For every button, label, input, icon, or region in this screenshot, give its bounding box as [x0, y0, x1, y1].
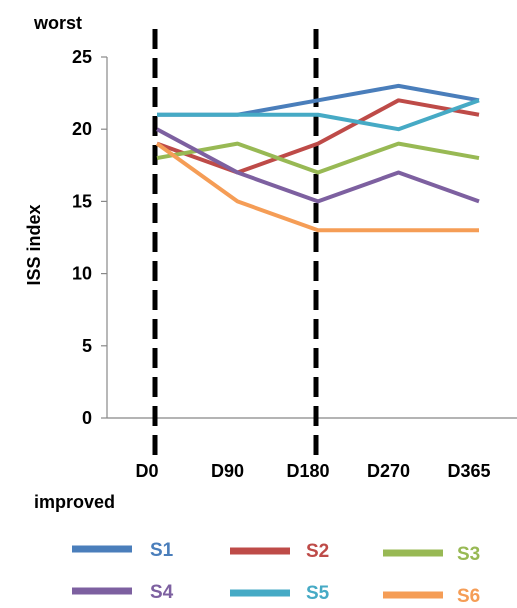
x-tick-label: D0: [135, 461, 158, 481]
legend-label: S2: [306, 541, 329, 562]
improved-annotation: improved: [34, 492, 115, 512]
vertical-markers: [152, 29, 319, 456]
chart-series: [155, 83, 480, 233]
x-tick-label: D365: [447, 461, 490, 481]
legend-label: S1: [150, 540, 174, 561]
y-tick-label: 5: [82, 336, 92, 356]
y-tick-label: 25: [72, 47, 92, 67]
series-line: [155, 142, 479, 233]
y-axis-title: ISS index: [24, 204, 44, 285]
worst-annotation: worst: [33, 13, 82, 33]
legend-label: S4: [150, 582, 174, 603]
series-line: [156, 141, 480, 175]
chart-legend: S1 S2 S3 S4 S5 S6: [72, 540, 480, 607]
chart-axes: 0 5 10 15 20 25 D0 D90 D180 D270 D365: [72, 47, 517, 481]
y-tick-label: 20: [72, 119, 92, 139]
x-tick-label: D90: [211, 461, 244, 481]
legend-label: S3: [457, 544, 480, 565]
legend-label: S6: [457, 586, 480, 607]
series-line: [157, 98, 480, 132]
series-line: [156, 98, 480, 175]
y-tick-label: 15: [72, 191, 92, 211]
y-tick-label: 10: [72, 264, 92, 284]
x-tick-label: D180: [286, 461, 329, 481]
legend-label: S5: [306, 583, 330, 604]
y-tick-label: 0: [82, 408, 92, 428]
x-tick-label: D270: [367, 461, 410, 481]
series-line: [156, 127, 480, 204]
